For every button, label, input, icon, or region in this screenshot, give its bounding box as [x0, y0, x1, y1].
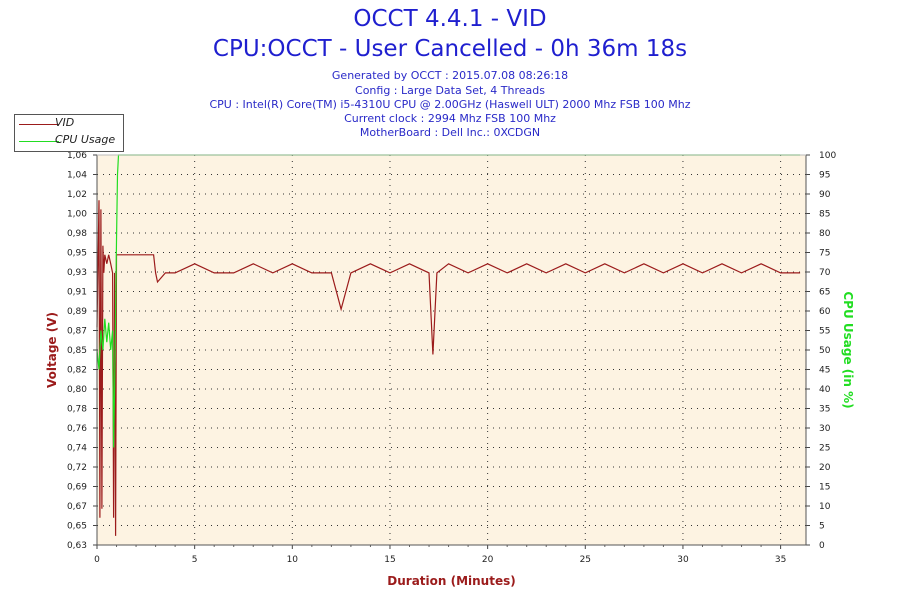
x-axis-title: Duration (Minutes)	[387, 574, 515, 588]
y-tick-label: 0,82	[67, 366, 87, 376]
chart-legend: VID CPU Usage	[14, 114, 124, 152]
y-tick-label: 0,93	[67, 268, 87, 278]
y-tick-label: 0,65	[67, 522, 87, 532]
x-tick-label: 25	[580, 555, 591, 565]
y2-axis-title: CPU Usage (in %)	[841, 291, 855, 408]
y2-tick-label: 90	[819, 190, 831, 200]
y-tick-label: 0,72	[67, 463, 87, 473]
legend-item-cpu: CPU Usage	[15, 133, 123, 149]
y2-tick-label: 40	[819, 385, 831, 395]
title-line-2: CPU:OCCT - User Cancelled - 0h 36m 18s	[212, 36, 688, 62]
x-tick-label: 15	[384, 555, 395, 565]
y2-tick-label: 55	[819, 327, 830, 337]
y-tick-label: 0,91	[67, 288, 87, 298]
y2-tick-label: 10	[819, 502, 831, 512]
y2-tick-label: 80	[819, 229, 831, 239]
legend-swatch-cpu	[19, 141, 59, 142]
y-axis-title: Voltage (V)	[45, 312, 59, 388]
y-tick-label: 0,78	[67, 405, 87, 415]
y-tick-label: 1,04	[67, 171, 87, 181]
y-tick-label: 0,76	[67, 424, 87, 434]
motherboard-info: MotherBoard : Dell Inc.: 0XCDGN	[359, 126, 541, 139]
y2-tick-label: 20	[819, 463, 831, 473]
legend-swatch-vid	[19, 124, 59, 125]
y2-tick-label: 100	[819, 151, 836, 161]
series-line-vid	[96, 200, 801, 536]
y-tick-label: 0,95	[67, 249, 87, 259]
legend-item-vid: VID	[15, 116, 123, 132]
x-tick-label: 20	[482, 555, 494, 565]
clock-info: Current clock : 2994 Mhz FSB 100 Mhz	[344, 112, 556, 125]
y-tick-label: 0,69	[67, 483, 87, 493]
y-tick-label: 1,06	[67, 151, 87, 161]
y2-tick-label: 75	[819, 249, 830, 259]
y2-tick-label: 95	[819, 171, 830, 181]
y-tick-label: 0,98	[67, 229, 87, 239]
cpu-info: CPU : Intel(R) Core(TM) i5-4310U CPU @ 2…	[209, 98, 691, 111]
y2-tick-label: 85	[819, 210, 830, 220]
y-tick-label: 0,63	[67, 541, 87, 551]
x-tick-label: 10	[287, 555, 299, 565]
y2-tick-label: 45	[819, 366, 830, 376]
y-tick-label: 0,74	[67, 444, 87, 454]
legend-label-cpu: CPU Usage	[55, 133, 116, 146]
y-tick-label: 0,85	[67, 346, 87, 356]
x-tick-label: 30	[677, 555, 689, 565]
y2-tick-label: 60	[819, 307, 831, 317]
x-tick-label: 35	[775, 555, 786, 565]
y2-tick-label: 35	[819, 405, 830, 415]
y2-tick-label: 25	[819, 444, 830, 454]
config-info: Config : Large Data Set, 4 Threads	[355, 84, 545, 97]
y-tick-label: 0,87	[67, 327, 87, 337]
y2-tick-label: 30	[819, 424, 831, 434]
y2-tick-label: 15	[819, 483, 830, 493]
y-tick-label: 0,80	[67, 385, 87, 395]
y2-tick-label: 5	[819, 522, 825, 532]
y2-tick-label: 70	[819, 268, 831, 278]
x-tick-label: 5	[192, 555, 198, 565]
x-tick-label: 0	[94, 555, 100, 565]
generated-info: Generated by OCCT : 2015.07.08 08:26:18	[331, 69, 569, 82]
y2-tick-label: 0	[819, 541, 825, 551]
legend-label-vid: VID	[55, 116, 75, 129]
title-line-1: OCCT 4.4.1 - VID	[353, 6, 547, 32]
y-tick-label: 0,89	[67, 307, 87, 317]
y2-tick-label: 65	[819, 288, 830, 298]
y-tick-label: 0,67	[67, 502, 87, 512]
y-tick-label: 1,02	[67, 190, 87, 200]
y2-tick-label: 50	[819, 346, 831, 356]
y-tick-label: 1,00	[67, 210, 87, 220]
